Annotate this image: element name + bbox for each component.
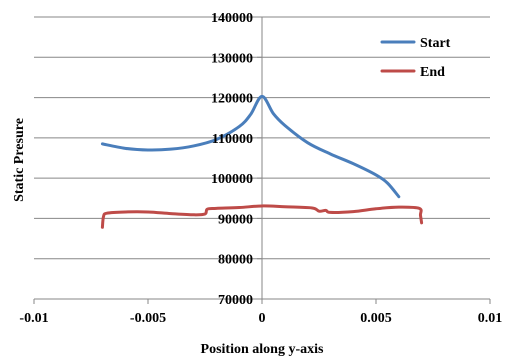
- y-axis-title: Static Presure: [12, 118, 27, 202]
- y-tick-label-0: 70000: [218, 293, 253, 308]
- axes: [33, 16, 491, 304]
- y-tick-label-4: 110000: [212, 132, 253, 147]
- series-lines: [100, 94, 424, 229]
- x-tick-label-3: 0.005: [360, 311, 392, 326]
- x-tick-label-1: -0.005: [130, 311, 166, 326]
- legend-label-end: End: [420, 65, 445, 80]
- y-tick-label-5: 120000: [211, 92, 253, 107]
- tick-labels: 70000 80000 90000 100000 110000 120000 130000 1…: [19, 11, 502, 326]
- legend-label-start: Start: [420, 36, 451, 51]
- x-tick-label-4: 0.01: [478, 311, 503, 326]
- series-line-start: [100, 94, 401, 199]
- y-tick-label-2: 90000: [218, 212, 253, 227]
- legend: Start End: [380, 36, 451, 80]
- y-tick-label-3: 100000: [211, 172, 253, 187]
- series-line-end: [100, 204, 424, 229]
- x-tick-label-0: -0.01: [19, 311, 48, 326]
- x-tick-label-2: 0: [259, 311, 266, 326]
- x-axis-title: Position along y-axis: [201, 342, 324, 357]
- y-tick-label-7: 140000: [211, 11, 253, 26]
- y-tick-label-6: 130000: [211, 51, 253, 66]
- legend-item-end: End: [380, 65, 445, 80]
- y-tick-label-1: 80000: [218, 253, 253, 268]
- legend-item-start: Start: [380, 36, 451, 51]
